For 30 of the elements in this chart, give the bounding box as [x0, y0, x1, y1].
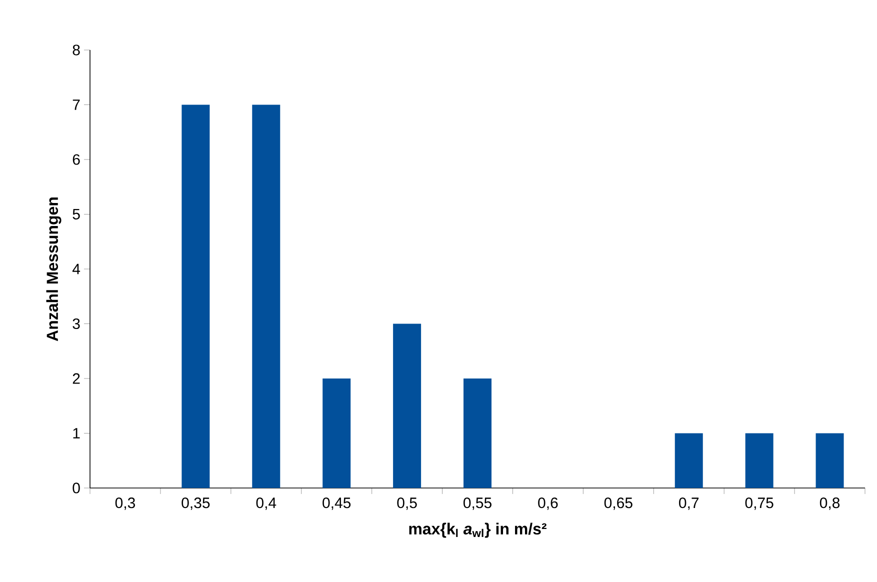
bar	[252, 104, 280, 488]
bar	[674, 433, 703, 488]
x-tick-label: 0,4	[256, 498, 276, 510]
bar	[816, 433, 844, 488]
y-tick-label: 7	[72, 100, 80, 110]
x-tick-label: 0,6	[538, 498, 558, 510]
x-tick-label: 0,55	[463, 498, 492, 510]
y-tick-label: 0	[72, 482, 80, 494]
y-tick-label: 4	[72, 264, 80, 274]
y-tick-label: 8	[72, 44, 80, 56]
y-tick-label: 2	[72, 373, 80, 384]
x-tick-label: 0,65	[604, 498, 632, 510]
x-axis-title: max{k$_{l}$ a$_{wl}$} in m/s²	[409, 522, 546, 538]
x-tick-label: 0,35	[182, 498, 210, 510]
x-tick-label: 0,45	[322, 498, 351, 510]
y-tick-label: 5	[72, 209, 80, 220]
bar	[393, 324, 422, 488]
y-tick-label: 1	[73, 428, 80, 438]
x-tick-label: 0,5	[397, 498, 417, 510]
x-tick-label: 0,75	[745, 498, 774, 510]
x-tick-label: 0,8	[820, 498, 840, 510]
bar	[182, 104, 210, 488]
x-tick-label: 0,3	[115, 498, 135, 510]
bar	[322, 378, 351, 488]
y-tick-label: 3	[72, 318, 80, 330]
x-tick-label: 0,7	[679, 498, 699, 510]
bar	[464, 378, 492, 488]
y-tick-label: 6	[72, 154, 80, 165]
y-axis-title: Anzahl Messungen	[46, 198, 62, 342]
bar	[745, 433, 774, 488]
